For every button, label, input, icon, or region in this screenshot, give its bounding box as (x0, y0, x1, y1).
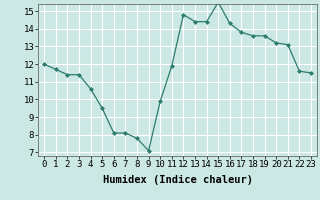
X-axis label: Humidex (Indice chaleur): Humidex (Indice chaleur) (103, 175, 252, 185)
